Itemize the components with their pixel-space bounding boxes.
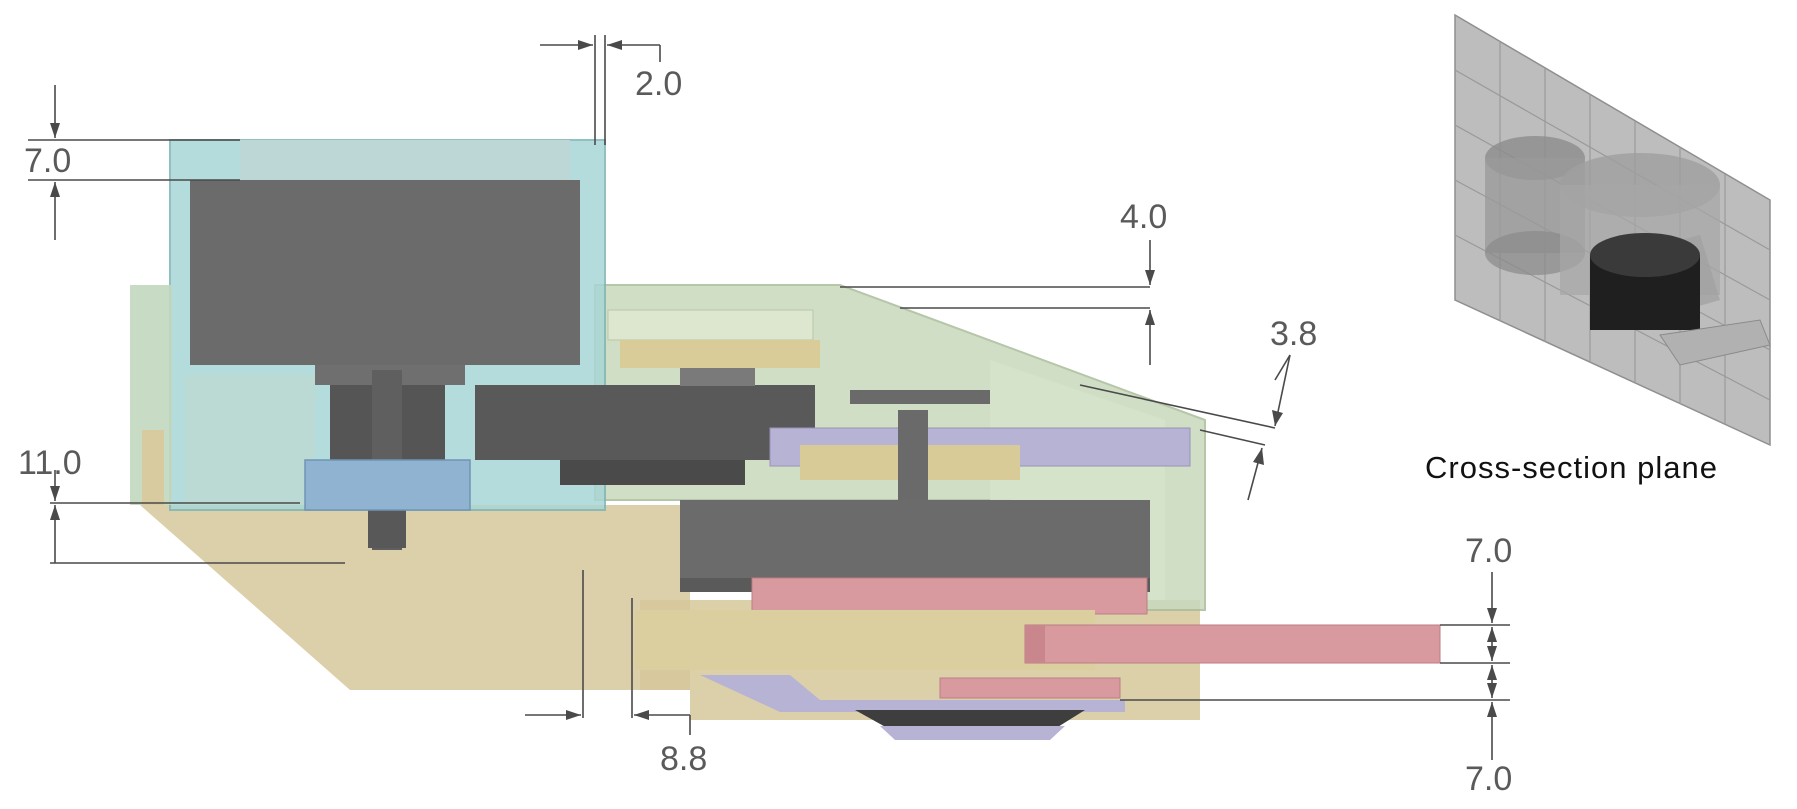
dim-output-gap: 8.8 [525, 570, 707, 778]
mid-grey-gear [680, 500, 1150, 580]
output-arm-tip [1025, 625, 1045, 663]
cross-section-inset: Cross-section plane [1425, 13, 1771, 485]
gear-collar [680, 368, 755, 386]
motor-bearing [185, 375, 315, 505]
motor-housing-left-slot [142, 430, 164, 505]
dim-motor-top: 7.0 [24, 85, 240, 240]
spur-pinion [304, 459, 471, 511]
output-tan-plate [635, 610, 1095, 670]
inset-caption: Cross-section plane [1425, 450, 1718, 485]
dim-output-right: 7.0 7.0 [1120, 532, 1512, 798]
output-arm [1024, 624, 1441, 664]
upper-spacer-tan [620, 340, 820, 368]
motor-body [190, 180, 580, 365]
dim-label-gear-slant: 3.8 [1270, 315, 1317, 353]
motor-shaft-tip [368, 510, 406, 548]
pink-gear [751, 577, 1148, 615]
dim-label-top-gap: 2.0 [635, 65, 682, 103]
motor-cap-top [240, 140, 570, 185]
upper-spacer [607, 309, 814, 341]
large-gear [475, 385, 815, 460]
inset-gearmotor-model [1485, 136, 1771, 366]
top-washer [850, 390, 990, 404]
bottom-cone-face [880, 726, 1065, 740]
large-gear-hub [560, 460, 745, 485]
dim-motor-bottom: 11.0 [18, 444, 345, 564]
motor-group [185, 140, 580, 550]
dim-label-output-gap: 8.8 [660, 740, 707, 778]
dim-gear-top: 4.0 [840, 198, 1167, 365]
gear-train-group [475, 309, 1191, 660]
output-group [635, 577, 1441, 740]
bottom-lavender-plate [700, 675, 1125, 712]
dim-label-output-bottom: 7.0 [1465, 760, 1512, 798]
dim-label-motor-top: 7.0 [24, 142, 71, 180]
dim-label-output-top: 7.0 [1465, 532, 1512, 570]
dim-gear-slant: 3.8 [1079, 315, 1317, 501]
dim-label-gear-top: 4.0 [1120, 198, 1167, 236]
dim-label-motor-bottom: 11.0 [18, 444, 82, 482]
lower-pink-bar [939, 677, 1121, 699]
dim-top-gap: 2.0 [540, 35, 682, 145]
